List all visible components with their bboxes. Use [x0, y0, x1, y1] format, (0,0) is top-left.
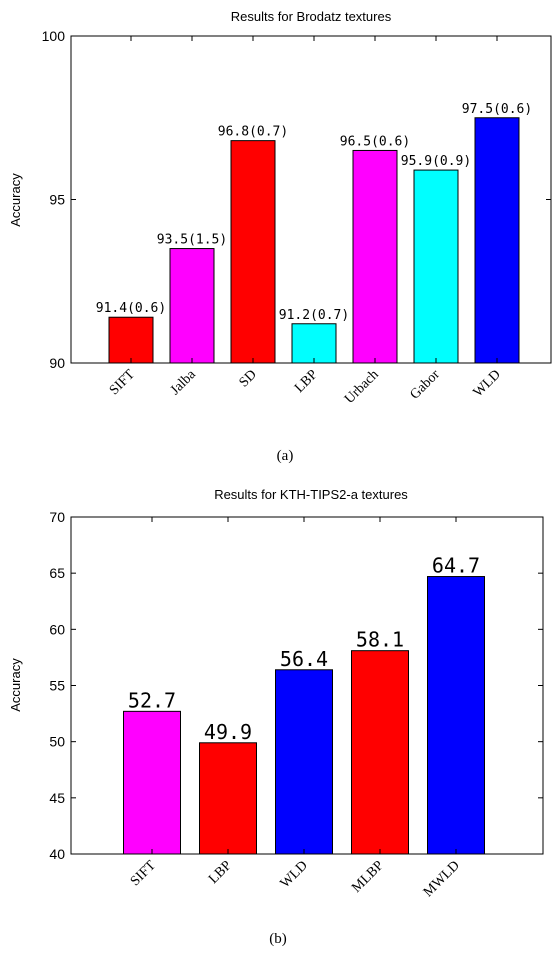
- chart-a-xtick-label: SD: [237, 367, 260, 390]
- chart-a-ylabel: Accuracy: [8, 173, 23, 227]
- chart-a-data-label: 95.9(0.9): [401, 154, 471, 169]
- chart-a-data-label: 91.4(0.6): [96, 301, 166, 316]
- chart-b-ytick-label: 70: [49, 509, 65, 525]
- chart-a-bar-urbach: [352, 149, 398, 364]
- chart-a-xtick-label: SIFT: [107, 367, 138, 398]
- chart-b-bar-wld: [275, 669, 333, 855]
- chart-a-bar-sift: [108, 316, 154, 364]
- chart-b-xtick-label: LBP: [206, 858, 235, 887]
- chart-b-ytick-label: 60: [49, 621, 65, 637]
- chart-b-data-label: 56.4: [280, 647, 328, 671]
- chart-a-data-label: 96.8(0.7): [218, 125, 288, 140]
- chart-b-ytick-label: 40: [49, 846, 65, 862]
- chart-a-bar-lbp: [291, 323, 337, 364]
- chart-a-title: Results for Brodatz textures: [231, 9, 392, 24]
- chart-a-ytick-label: 90: [49, 355, 65, 371]
- chart-b-bar-mlbp: [351, 650, 409, 855]
- chart-b-xtick-label: WLD: [278, 858, 311, 891]
- chart-a-ytick-label: 95: [49, 192, 65, 208]
- chart-b-data-label: 49.9: [204, 720, 252, 744]
- chart-b-title: Results for KTH-TIPS2-a textures: [214, 487, 408, 502]
- chart-b-ytick-label: 50: [49, 734, 65, 750]
- chart-b-bar-sift: [123, 710, 181, 855]
- chart-b-xtick-label: MLBP: [349, 858, 387, 896]
- chart-a-data-labels: 91.4(0.6) 93.5(1.5) 96.8(0.7) 91.2(0.7) 96.5…: [96, 102, 532, 323]
- chart-a-bar-sd: [230, 140, 276, 364]
- chart-a-bar-jalba: [169, 248, 215, 364]
- chart-b-ytick-label: 45: [49, 790, 65, 806]
- chart-b-ytick-label: 65: [49, 565, 65, 581]
- chart-a-data-label: 91.2(0.7): [279, 308, 349, 323]
- chart-b-ylabel: Accuracy: [8, 658, 23, 712]
- chart-a: Results for Brodatz textures Accuracy 90…: [8, 9, 552, 464]
- chart-a-xtick-label: Gabor: [407, 367, 443, 403]
- chart-a-data-label: 97.5(0.6): [462, 102, 532, 117]
- chart-a-ticks: 90 95 100: [42, 28, 551, 371]
- chart-a-xtick-label: Urbach: [342, 367, 382, 407]
- chart-b-ticks: 40 45 50 55 60 65 70: [49, 509, 543, 862]
- chart-b-bar-mwld: [427, 576, 485, 855]
- chart-a-bar-gabor: [413, 169, 459, 364]
- chart-b: Results for KTH-TIPS2-a textures Accurac…: [8, 487, 544, 947]
- chart-b-bars: [123, 576, 485, 855]
- chart-b-bar-lbp: [199, 742, 257, 855]
- chart-b-ytick-label: 55: [49, 678, 65, 694]
- chart-a-data-label: 93.5(1.5): [157, 233, 227, 248]
- chart-b-caption: (b): [269, 931, 287, 947]
- chart-a-caption: (a): [277, 448, 294, 464]
- chart-a-xtick-label: WLD: [471, 367, 504, 400]
- chart-a-ytick-label: 100: [42, 28, 66, 44]
- chart-a-data-label: 96.5(0.6): [340, 134, 410, 149]
- chart-b-xtick-label: MWLD: [421, 858, 463, 900]
- chart-b-data-labels: 52.7 49.9 56.4 58.1 64.7: [128, 554, 480, 744]
- chart-a-xtick-label: Jalba: [168, 367, 200, 399]
- chart-b-data-label: 58.1: [356, 628, 404, 652]
- chart-a-bars: [108, 117, 520, 364]
- chart-b-data-label: 52.7: [128, 688, 176, 712]
- chart-a-bar-wld: [474, 117, 520, 364]
- chart-b-data-label: 64.7: [432, 554, 480, 578]
- chart-b-xtick-label: SIFT: [128, 858, 159, 889]
- chart-a-xtick-label: LBP: [292, 367, 321, 396]
